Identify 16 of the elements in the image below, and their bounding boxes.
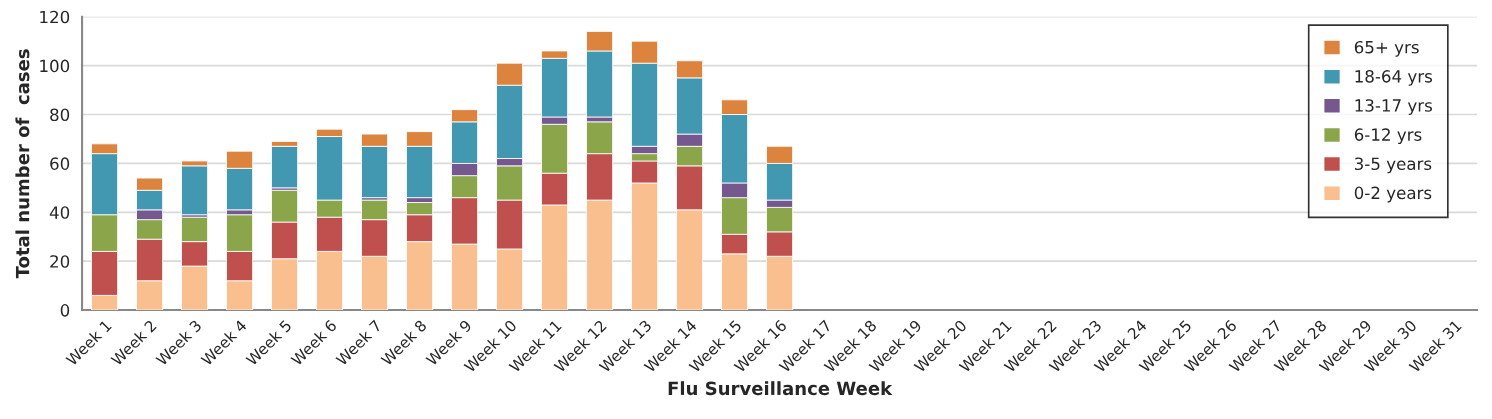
- legend-label: 0-2 years: [1354, 186, 1432, 203]
- y-tick-label: 20: [50, 255, 70, 268]
- bar: [271, 145, 299, 189]
- y-tick-label: 0: [60, 304, 70, 317]
- legend-label: 3-5 years: [1354, 157, 1432, 174]
- legend-label: 6-12 yrs: [1354, 128, 1422, 145]
- y-axis-title: Total number of cases: [15, 49, 30, 279]
- legend-label: 65+ yrs: [1354, 40, 1419, 57]
- legend-label: 13-17 yrs: [1355, 99, 1433, 115]
- legend-label: 18-64 yrs: [1355, 70, 1433, 86]
- y-tick-label: 100: [40, 59, 70, 73]
- y-tick-label: 60: [50, 157, 70, 170]
- y-tick-label: 120: [40, 10, 70, 24]
- x-axis-title: Flu Surveillance Week: [668, 381, 893, 396]
- y-tick-label: 80: [50, 108, 70, 122]
- y-tick-label: 40: [49, 206, 70, 219]
